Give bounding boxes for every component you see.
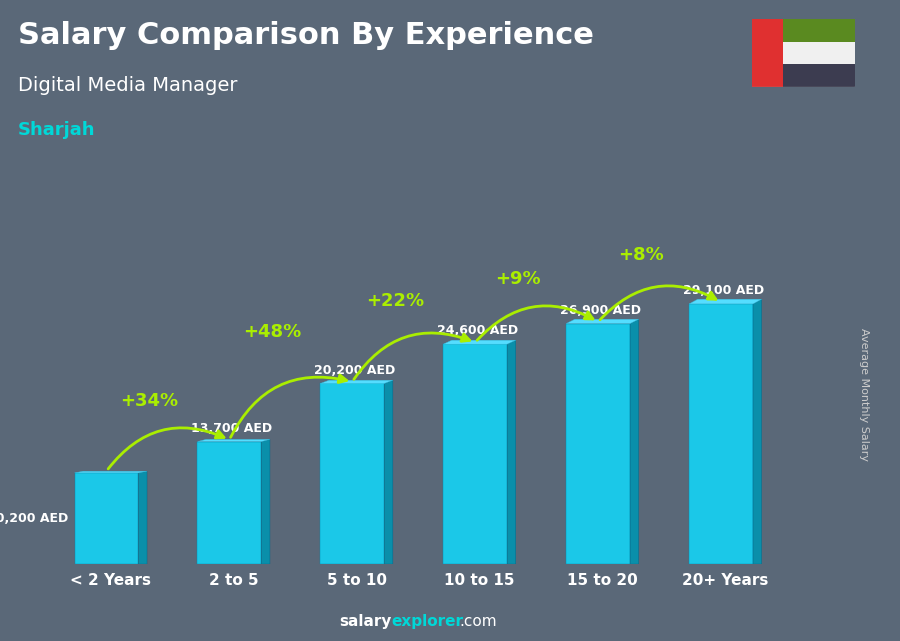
Text: +22%: +22% [366,292,425,310]
Polygon shape [320,383,384,564]
Text: 13,700 AED: 13,700 AED [192,422,273,435]
Text: Digital Media Manager: Digital Media Manager [18,76,238,95]
Polygon shape [630,319,639,564]
Text: +9%: +9% [495,270,541,288]
Text: 26,900 AED: 26,900 AED [560,304,641,317]
Polygon shape [261,439,270,564]
Polygon shape [566,319,639,324]
Polygon shape [782,19,855,42]
Text: 2 to 5: 2 to 5 [209,573,258,588]
Text: +48%: +48% [243,322,302,340]
Polygon shape [444,340,516,344]
Polygon shape [384,380,393,564]
Text: 5 to 10: 5 to 10 [327,573,387,588]
Polygon shape [197,442,261,564]
Text: < 2 Years: < 2 Years [70,573,151,588]
Polygon shape [782,42,855,64]
Text: +8%: +8% [618,246,664,263]
Text: explorer: explorer [392,614,464,629]
Polygon shape [444,344,508,564]
Polygon shape [752,19,782,87]
Text: 10 to 15: 10 to 15 [445,573,515,588]
Text: Average Monthly Salary: Average Monthly Salary [859,328,869,461]
Polygon shape [566,324,630,564]
Text: 10,200 AED: 10,200 AED [0,512,68,525]
Text: 20+ Years: 20+ Years [682,573,769,588]
Text: 24,600 AED: 24,600 AED [437,324,518,337]
Text: 20,200 AED: 20,200 AED [314,363,395,377]
Polygon shape [75,471,147,473]
Polygon shape [197,439,270,442]
Polygon shape [75,473,139,564]
Text: Sharjah: Sharjah [18,121,95,139]
Text: .com: .com [459,614,497,629]
Polygon shape [782,64,855,87]
Polygon shape [689,299,761,304]
Text: 29,100 AED: 29,100 AED [683,284,764,297]
Text: salary: salary [339,614,392,629]
Polygon shape [508,340,516,564]
Polygon shape [139,471,147,564]
Text: +34%: +34% [121,392,178,410]
Polygon shape [320,380,393,383]
Text: 15 to 20: 15 to 20 [567,573,638,588]
Text: Salary Comparison By Experience: Salary Comparison By Experience [18,21,594,50]
Polygon shape [753,299,761,564]
Polygon shape [689,304,753,564]
